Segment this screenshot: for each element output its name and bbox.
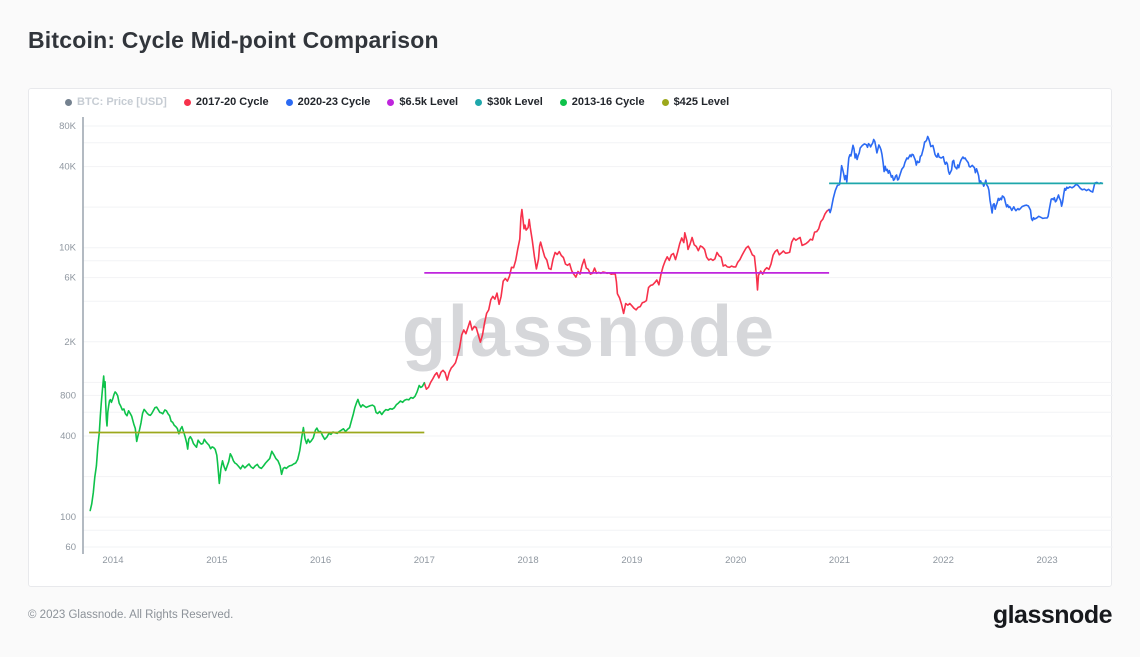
x-axis-tick-label: 2022 [933,555,954,566]
series-line [828,135,1102,222]
legend-dot-icon [65,98,72,106]
y-axis-tick-label: 400 [60,431,76,442]
legend-dot-icon [285,98,293,106]
legend-item[interactable]: 2020-23 Cycle [285,96,371,108]
legend-dot-icon [559,98,567,106]
x-axis-tick-label: 2020 [725,555,746,566]
x-axis-tick-label: 2021 [829,555,850,566]
y-axis-tick-label: 40K [59,162,77,173]
x-axis-tick-label: 2023 [1037,555,1058,566]
chart-card: BTC: Price [USD] 2017-20 Cycle 2020-23 Cyc… [28,88,1113,587]
legend-item[interactable]: 2017-20 Cycle [183,96,269,108]
y-axis-tick-label: 6K [64,273,76,284]
legend-item-label: BTC: Price [USD] [77,96,167,108]
y-axis-tick-label: 100 [60,512,76,523]
y-axis-tick-label: 60 [65,542,76,553]
legend-dot-icon [387,98,395,106]
legend-item-label: $6.5k Level [399,96,459,108]
legend-item-label: $425 Level [673,96,730,108]
series-line [89,375,426,512]
copyright-text: © 2023 Glassnode. All Rights Reserved. [28,609,234,621]
x-axis-tick-label: 2018 [518,555,539,566]
y-axis-tick-label: 80K [59,121,77,132]
x-axis-tick-label: 2016 [310,555,331,566]
legend-item-label: 2017-20 Cycle [195,96,269,108]
legend-item[interactable]: BTC: Price [USD] [65,96,167,108]
x-axis-tick-label: 2015 [206,555,227,566]
glassnode-watermark: glassnode [402,292,776,372]
page-title: Bitcoin: Cycle Mid-point Comparison [28,27,439,53]
legend-item[interactable]: $6.5k Level [387,96,458,108]
chart-svg[interactable]: glassnode 80K 40K 10K 6K 2K 800 400 100 60 2014 201… [29,113,1113,575]
legend-item-label: $30k Level [487,96,543,108]
legend-dot-icon [183,98,191,106]
y-axis-tick-label: 800 [60,390,76,401]
glassnode-logo: glassnode [992,601,1113,629]
legend-dot-icon [475,98,483,106]
legend-item[interactable]: 2013-16 Cycle [559,96,645,108]
legend-dot-icon [661,98,669,106]
chart-legend: BTC: Price [USD] 2017-20 Cycle 2020-23 Cyc… [65,94,729,110]
y-axis-tick-label: 10K [59,243,77,254]
legend-item[interactable]: $30k Level [475,96,543,108]
legend-item[interactable]: $425 Level [661,96,730,108]
series-line [423,208,830,391]
x-axis-tick-label: 2019 [621,555,642,566]
legend-item-label: 2020-23 Cycle [297,96,371,108]
x-axis-tick-label: 2014 [102,555,123,566]
x-axis-tick-label: 2017 [414,555,435,566]
y-axis-tick-label: 2K [64,337,76,348]
legend-item-label: 2013-16 Cycle [571,96,645,108]
